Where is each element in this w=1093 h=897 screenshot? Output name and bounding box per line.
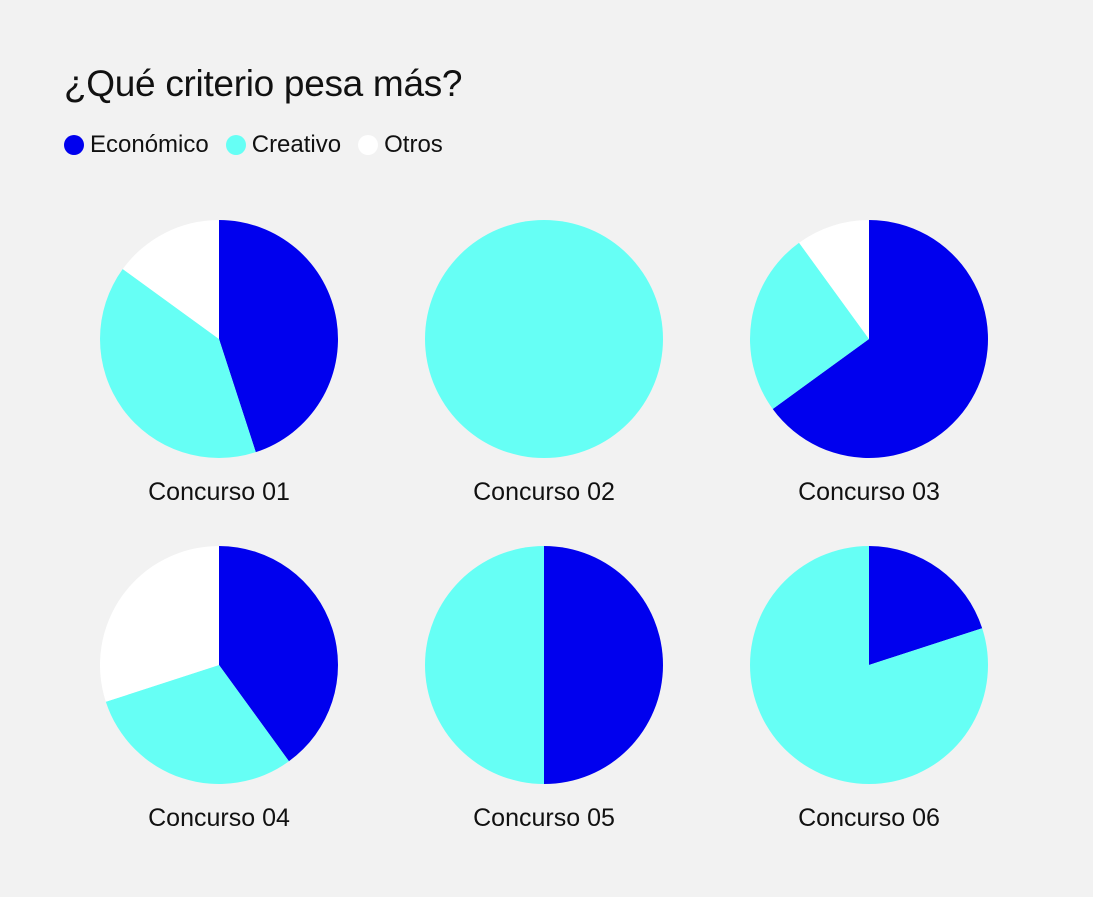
pie-label-concurso-06: Concurso 06 (798, 804, 940, 832)
legend-label-creativo: Creativo (251, 131, 342, 158)
pie-slice-economico (219, 546, 338, 762)
legend-item-otros: Otros (358, 131, 443, 159)
pie-chart-concurso-04: Concurso 04 (69, 545, 369, 845)
pie-chart-concurso-03: Concurso 03 (719, 219, 1019, 519)
pie-chart-concurso-02: Concurso 02 (394, 219, 694, 519)
legend-swatch-economico (64, 135, 84, 155)
pie-slice-creativo (425, 220, 663, 458)
legend-label-otros: Otros (384, 131, 443, 158)
pie-slice-creativo (750, 242, 869, 409)
pie-concurso-04 (99, 546, 338, 784)
pie-slice-economico (869, 546, 983, 665)
pie-chart-concurso-05: Concurso 05 (394, 545, 694, 845)
pie-concurso-06 (750, 546, 988, 784)
legend-item-economico: Económico (64, 131, 209, 159)
pie-label-concurso-04: Concurso 04 (148, 804, 290, 832)
pie-slice-otros (99, 546, 219, 702)
legend-item-creativo: Creativo (225, 131, 342, 159)
pie-chart-concurso-06: Concurso 06 (719, 545, 1019, 845)
pie-slice-creativo (99, 269, 256, 458)
pie-slice-economico (544, 546, 663, 784)
pie-slice-economico (772, 220, 988, 458)
pie-label-concurso-02: Concurso 02 (473, 478, 615, 506)
pie-slice-otros (122, 220, 219, 339)
pie-label-concurso-05: Concurso 05 (473, 804, 615, 832)
pie-label-concurso-03: Concurso 03 (798, 478, 940, 506)
pie-slice-economico (219, 220, 338, 453)
chart-title: ¿Qué criterio pesa más? (64, 63, 463, 104)
pie-concurso-03 (750, 220, 988, 458)
pie-concurso-01 (99, 220, 338, 458)
legend-swatch-otros (358, 135, 379, 155)
pie-concurso-02 (425, 220, 663, 458)
legend-swatch-creativo (225, 135, 246, 155)
pie-slice-creativo (750, 546, 988, 784)
pie-chart-concurso-01: Concurso 01 (69, 219, 369, 519)
legend: Económico Creativo Otros (64, 131, 460, 159)
pie-slice-otros (799, 220, 869, 339)
pie-concurso-05 (425, 546, 663, 784)
legend-label-economico: Económico (90, 131, 209, 158)
pie-slice-creativo (105, 665, 289, 784)
pie-label-concurso-01: Concurso 01 (148, 478, 290, 506)
pie-slice-creativo (425, 546, 544, 784)
